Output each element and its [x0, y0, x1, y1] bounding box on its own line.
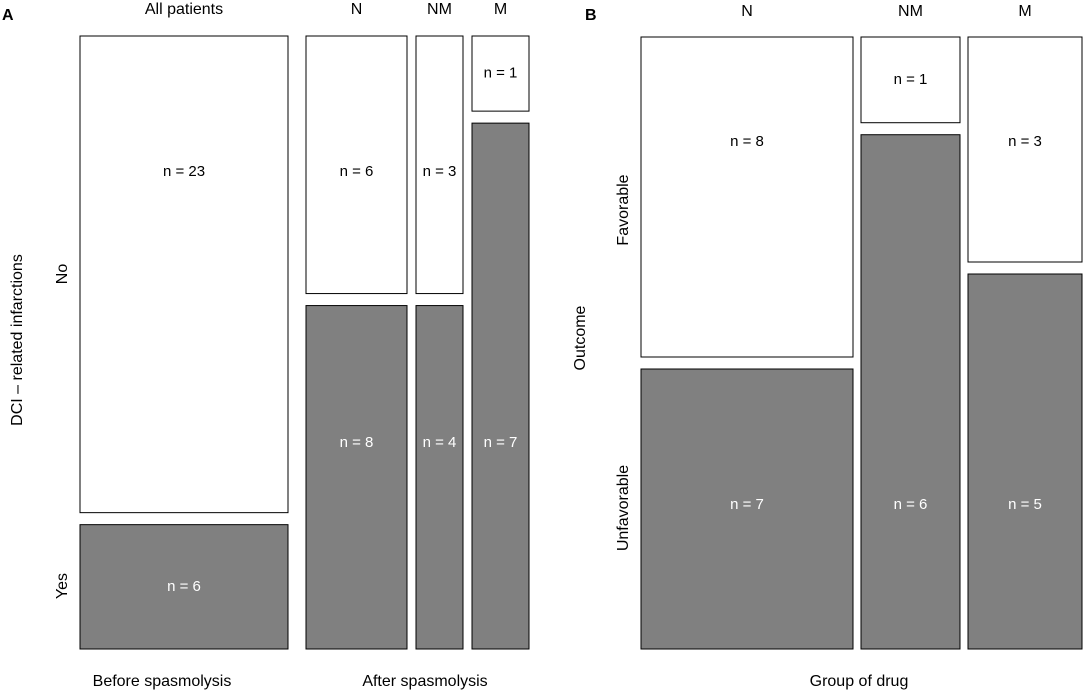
panel-a-tile-yes-0 — [79, 524, 289, 650]
panel-a-count-no-3: n = 1 — [484, 65, 518, 82]
panel-b-count-unfavorable-1: n = 6 — [894, 496, 928, 513]
panel-a-tile-yes-2 — [415, 305, 464, 650]
panel-a-count-no-0: n = 23 — [163, 163, 205, 180]
panel-b-count-favorable-1: n = 1 — [894, 71, 928, 88]
panel-a-ylabel: DCI – related infarctions — [9, 254, 26, 426]
panel-b-xlabel: Group of drug — [810, 673, 909, 690]
panel-a-tile-no-3 — [471, 35, 530, 112]
panel-a-count-yes-3: n = 7 — [484, 434, 518, 451]
panel-a-tile-yes-1 — [305, 305, 408, 650]
panel-a-group-before: Before spasmolysis — [93, 673, 232, 690]
panel-a-count-no-1: n = 6 — [340, 163, 374, 180]
panel-a-row-label-yes: Yes — [54, 573, 71, 599]
panel-a-count-yes-2: n = 4 — [423, 434, 457, 451]
panel-a-group-after: After spasmolysis — [362, 673, 487, 690]
panel-a-count-no-2: n = 3 — [423, 163, 457, 180]
panel-a-col-header-0: All patients — [145, 1, 223, 18]
panel-a-col-header-2: NM — [427, 1, 452, 18]
panel-a-row-label-no: No — [54, 264, 71, 285]
panel-b-tile-unfavorable-1 — [860, 134, 961, 650]
panel-a-letter: A — [2, 7, 14, 24]
panel-a-tile-no-2 — [415, 35, 464, 295]
panel-b-count-unfavorable-2: n = 5 — [1008, 496, 1042, 513]
panel-b-letter: B — [585, 7, 597, 24]
panel-b-count-favorable-0: n = 8 — [730, 133, 764, 150]
panel-b-col-header-0: N — [741, 3, 753, 20]
panel-b-tile-favorable-2 — [967, 36, 1083, 263]
panel-a-tile-no-1 — [305, 35, 408, 295]
panel-a-col-header-1: N — [351, 1, 363, 18]
panel-b-col-header-1: NM — [898, 3, 923, 20]
panel-a-col-header-3: M — [494, 1, 507, 18]
panel-b-tile-unfavorable-0 — [640, 368, 854, 650]
panel-b-tile-unfavorable-2 — [967, 273, 1083, 650]
panel-a-mosaic: n = 23 n = 6 All patients n = 6 n = 8 Nn = 3 n… — [79, 1, 530, 650]
panel-b-tile-favorable-0 — [640, 36, 854, 358]
panel-b-row-label-unfavorable: Unfavorable — [615, 465, 632, 551]
panel-b-col-header-2: M — [1018, 3, 1031, 20]
panel-a-count-yes-0: n = 6 — [167, 578, 201, 595]
panel-b-ylabel: Outcome — [572, 305, 589, 370]
panel-b-tile-favorable-1 — [860, 36, 961, 124]
panel-a-count-yes-1: n = 8 — [340, 434, 374, 451]
panel-a-tile-yes-3 — [471, 122, 530, 650]
panel-b-count-favorable-2: n = 3 — [1008, 133, 1042, 150]
panel-b-mosaic: n = 8 n = 7 Nn = 1 n = 6 NM n = 3 n = 5 M — [640, 3, 1083, 650]
panel-b-count-unfavorable-0: n = 7 — [730, 496, 764, 513]
panel-b-row-label-favorable: Favorable — [615, 174, 632, 245]
panel-a-tile-no-0 — [79, 35, 289, 514]
